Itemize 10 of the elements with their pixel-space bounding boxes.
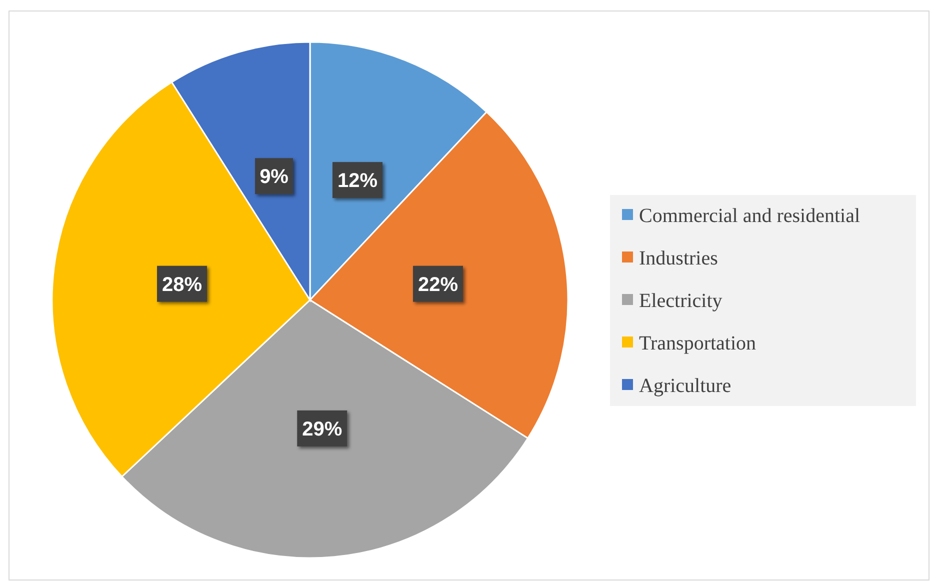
data-label: 9% (260, 166, 289, 188)
legend-label: Agriculture (639, 375, 732, 397)
data-label: 12% (337, 170, 378, 192)
data-label: 28% (162, 274, 202, 296)
legend-label: Commercial and residential (639, 205, 860, 227)
legend-label: Electricity (639, 290, 722, 312)
legend-label: Transportation (639, 332, 756, 354)
data-label: 29% (302, 418, 342, 440)
legend-label: Industries (639, 248, 718, 270)
data-label: 22% (418, 274, 458, 296)
